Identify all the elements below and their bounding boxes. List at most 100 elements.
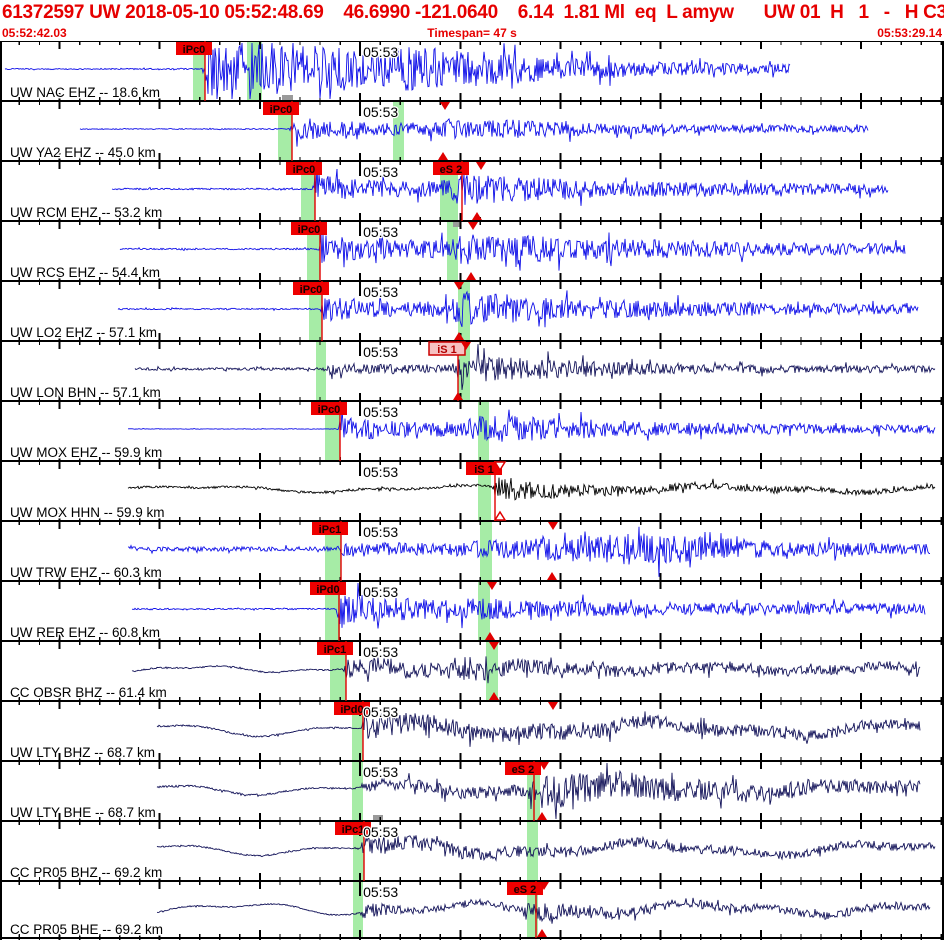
- pick-flag[interactable]: [293, 282, 329, 295]
- arrival-triangle[interactable]: [539, 882, 549, 890]
- pick-flag-label: iS 1: [437, 344, 457, 356]
- waveform-trace[interactable]: [156, 704, 921, 747]
- minute-label: 05:53: [363, 464, 398, 480]
- arrival-triangle[interactable]: [493, 461, 507, 472]
- arrival-triangle[interactable]: [453, 392, 463, 400]
- pick-window-band: [353, 882, 363, 937]
- minute-label: 05:53: [363, 524, 398, 540]
- pick-window-band: [316, 342, 326, 400]
- arrival-triangle[interactable]: [476, 162, 486, 170]
- waveform-trace[interactable]: [128, 409, 936, 442]
- station-label: CC PR05 BHZ -- 69.2 km: [10, 865, 162, 880]
- waveform-trace[interactable]: [119, 232, 906, 271]
- pick-flag[interactable]: [505, 762, 541, 775]
- waveform-trace[interactable]: [134, 344, 936, 390]
- arrival-triangle[interactable]: [472, 212, 482, 220]
- pick-flag[interactable]: [312, 522, 348, 535]
- arrival-triangle[interactable]: [489, 692, 499, 700]
- seismogram-plot[interactable]: iPc0 iPc0 iPc0 eS 2 iPc0 iPc0 iS 1 iPc0 iS 1 iPc1…: [0, 41, 944, 940]
- pick-window-band: [325, 582, 340, 640]
- minute-label: 05:53: [363, 164, 398, 180]
- pick-flag-label: eS 2: [514, 884, 537, 896]
- arrival-triangle[interactable]: [493, 510, 507, 521]
- pick-flag[interactable]: [310, 582, 346, 595]
- station-label: UW NAC EHZ -- 18.6 km: [10, 85, 160, 100]
- pick-flag[interactable]: [317, 642, 353, 655]
- pick-flag[interactable]: [334, 702, 370, 715]
- station-label: CC PR05 BHE -- 69.2 km: [10, 922, 163, 937]
- minute-label: 05:53: [363, 224, 398, 240]
- pick-flag[interactable]: [335, 822, 371, 835]
- arrival-triangle[interactable]: [489, 642, 499, 650]
- pick-flag[interactable]: [466, 462, 502, 475]
- station-label: UW TRW EHZ -- 60.3 km: [10, 565, 162, 580]
- pick-flag[interactable]: [286, 162, 322, 175]
- minute-label: 05:53: [363, 764, 398, 780]
- arrival-triangle[interactable]: [485, 632, 495, 640]
- waveform-trace[interactable]: [127, 526, 931, 577]
- arrival-triangle[interactable]: [547, 572, 557, 580]
- pick-window-band: [301, 162, 315, 220]
- waveform-trace[interactable]: [4, 42, 791, 100]
- arrival-triangle[interactable]: [548, 702, 558, 710]
- arrival-triangle[interactable]: [539, 762, 549, 770]
- arrival-triangle[interactable]: [487, 582, 497, 590]
- station-label: UW YA2 EHZ -- 45.0 km: [10, 145, 156, 160]
- minute-label: 05:53: [363, 704, 398, 720]
- station-label: UW RCS EHZ -- 54.4 km: [10, 265, 160, 280]
- waveform-trace[interactable]: [79, 117, 869, 147]
- pick-window-band: [527, 822, 538, 880]
- waveform-trace[interactable]: [156, 897, 931, 924]
- gray-marker: [282, 95, 293, 101]
- waveform-trace[interactable]: [111, 164, 889, 206]
- pick-flag[interactable]: [263, 102, 299, 115]
- pick-flag-label: iPc0: [270, 104, 293, 116]
- waveform-trace[interactable]: [131, 582, 926, 629]
- station-label: UW MOX EHZ -- 59.9 km: [10, 445, 162, 460]
- arrival-triangle[interactable]: [537, 812, 547, 820]
- arrival-triangle[interactable]: [466, 272, 476, 280]
- minute-label: 05:53: [363, 44, 398, 60]
- pick-flag-label: iPc1: [319, 524, 342, 536]
- pick-flag[interactable]: [507, 882, 543, 895]
- minute-label: 05:53: [363, 824, 398, 840]
- waveform-trace[interactable]: [131, 656, 921, 684]
- pick-flag-label: iPd0: [340, 704, 363, 716]
- station-label: UW LTY BHZ -- 68.7 km: [10, 745, 155, 760]
- pick-window-band: [193, 42, 205, 100]
- arrival-triangle[interactable]: [438, 152, 448, 160]
- pick-window-band: [309, 282, 322, 340]
- pick-flag-label: iPc0: [300, 284, 323, 296]
- arrival-triangle[interactable]: [440, 102, 450, 110]
- pick-flag-label: iPc0: [183, 44, 206, 56]
- pick-flag[interactable]: [291, 222, 327, 235]
- minute-label: 05:53: [363, 884, 398, 900]
- waveform-trace[interactable]: [156, 762, 921, 820]
- pick-flag[interactable]: [311, 402, 347, 415]
- pick-window-band: [353, 822, 364, 880]
- minute-label: 05:53: [363, 284, 398, 300]
- arrival-triangle[interactable]: [548, 522, 558, 530]
- pick-flag-label: iS 1: [474, 464, 494, 476]
- waveform-trace[interactable]: [156, 835, 936, 862]
- pick-flag-label: iPc1: [342, 824, 365, 836]
- pick-window-band: [440, 162, 458, 220]
- pick-window-band: [352, 702, 363, 760]
- waveform-trace[interactable]: [127, 477, 936, 501]
- gray-marker: [453, 221, 461, 227]
- pick-window-band: [325, 402, 340, 460]
- arrival-triangle[interactable]: [468, 222, 478, 230]
- pick-flag[interactable]: [428, 341, 466, 356]
- arrival-triangle[interactable]: [537, 929, 547, 937]
- arrival-triangle[interactable]: [454, 282, 464, 290]
- pick-flag[interactable]: [433, 162, 469, 175]
- window-start-time: 05:52:42.03: [2, 26, 67, 40]
- arrival-triangle[interactable]: [454, 332, 464, 340]
- pick-flag[interactable]: [176, 42, 212, 55]
- waveform-trace[interactable]: [117, 290, 919, 328]
- pick-window-band: [478, 402, 489, 460]
- arrival-triangle[interactable]: [461, 342, 471, 350]
- pick-window-band: [307, 222, 320, 280]
- pick-window-band: [352, 762, 363, 820]
